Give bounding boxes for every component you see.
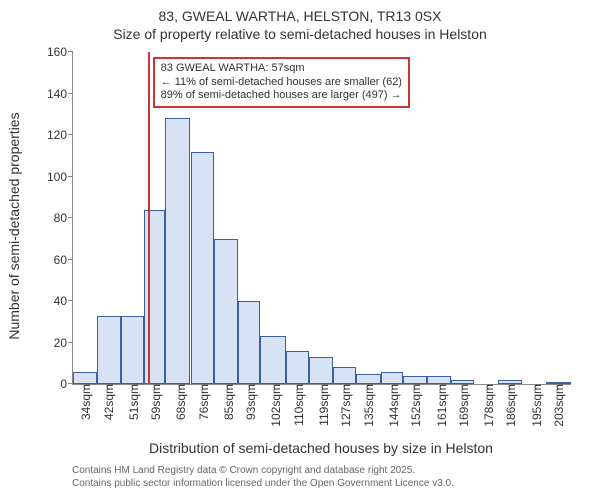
y-tick-label: 20 [54, 336, 73, 350]
y-tick-mark [68, 383, 73, 384]
plot-area: 83 GWEAL WARTHA: 57sqm ← 11% of semi-det… [72, 52, 571, 385]
y-tick-mark [68, 217, 73, 218]
x-tick-label: 186sqm [500, 384, 518, 427]
histogram-bar [260, 336, 285, 384]
annotation-smaller-pct: ← 11% of semi-detached houses are smalle… [161, 76, 402, 90]
y-tick-label: 0 [60, 377, 73, 391]
chart-title: 83, GWEAL WARTHA, HELSTON, TR13 0SX Size… [0, 8, 600, 42]
x-tick-label: 102sqm [265, 384, 283, 427]
y-tick-mark [68, 342, 73, 343]
x-tick-label: 178sqm [478, 384, 496, 427]
y-axis-label: Number of semi-detached properties [6, 60, 22, 392]
annotation-box: 83 GWEAL WARTHA: 57sqm ← 11% of semi-det… [153, 57, 410, 108]
x-axis-label: Distribution of semi-detached houses by … [72, 440, 570, 456]
x-tick-label: 85sqm [218, 384, 236, 420]
x-tick-label: 135sqm [358, 384, 376, 427]
attribution-line2: Contains public sector information licen… [72, 477, 454, 490]
histogram-bar [97, 316, 121, 384]
property-marker-line [148, 52, 150, 384]
x-tick-label: 203sqm [548, 384, 566, 427]
histogram-bar [356, 374, 381, 384]
histogram-bar [238, 301, 260, 384]
attribution-text: Contains HM Land Registry data © Crown c… [72, 464, 454, 490]
x-tick-label: 93sqm [240, 384, 258, 420]
x-tick-label: 59sqm [145, 384, 163, 420]
y-tick-label: 60 [54, 253, 73, 267]
annotation-property-size: 83 GWEAL WARTHA: 57sqm [161, 62, 402, 76]
x-tick-label: 68sqm [170, 384, 188, 420]
histogram-bar [381, 372, 403, 384]
x-tick-label: 51sqm [123, 384, 141, 420]
y-tick-label: 160 [47, 45, 73, 59]
y-tick-mark [68, 176, 73, 177]
x-tick-label: 110sqm [288, 384, 306, 426]
y-tick-label: 40 [54, 294, 73, 308]
histogram-bar [121, 316, 145, 384]
histogram-bar [309, 357, 333, 384]
y-tick-label: 120 [47, 128, 73, 142]
y-tick-mark [68, 51, 73, 52]
y-tick-label: 140 [47, 87, 73, 101]
y-tick-label: 80 [54, 211, 73, 225]
histogram-bar [214, 239, 238, 384]
x-tick-label: 76sqm [193, 384, 211, 420]
x-tick-label: 161sqm [431, 384, 449, 427]
x-tick-label: 127sqm [335, 384, 353, 427]
title-description: Size of property relative to semi-detach… [0, 26, 600, 42]
histogram-bar [191, 152, 215, 384]
x-tick-label: 119sqm [313, 384, 331, 426]
x-tick-label: 195sqm [526, 384, 544, 427]
x-tick-label: 169sqm [453, 384, 471, 427]
histogram-bar [165, 118, 190, 384]
annotation-larger-pct: 89% of semi-detached houses are larger (… [161, 89, 402, 103]
title-address: 83, GWEAL WARTHA, HELSTON, TR13 0SX [0, 8, 600, 24]
y-tick-mark [68, 300, 73, 301]
x-tick-label: 34sqm [75, 384, 93, 420]
x-tick-label: 144sqm [383, 384, 401, 427]
y-tick-label: 100 [47, 170, 73, 184]
chart-container: 83, GWEAL WARTHA, HELSTON, TR13 0SX Size… [0, 0, 600, 500]
histogram-bar [333, 367, 355, 384]
attribution-line1: Contains HM Land Registry data © Crown c… [72, 464, 454, 477]
y-tick-mark [68, 259, 73, 260]
histogram-bar [73, 372, 97, 384]
histogram-bar [427, 376, 451, 384]
histogram-bar [403, 376, 427, 384]
x-tick-label: 152sqm [405, 384, 423, 427]
x-tick-label: 42sqm [98, 384, 116, 420]
y-tick-mark [68, 134, 73, 135]
y-tick-mark [68, 93, 73, 94]
histogram-bar [286, 351, 310, 384]
